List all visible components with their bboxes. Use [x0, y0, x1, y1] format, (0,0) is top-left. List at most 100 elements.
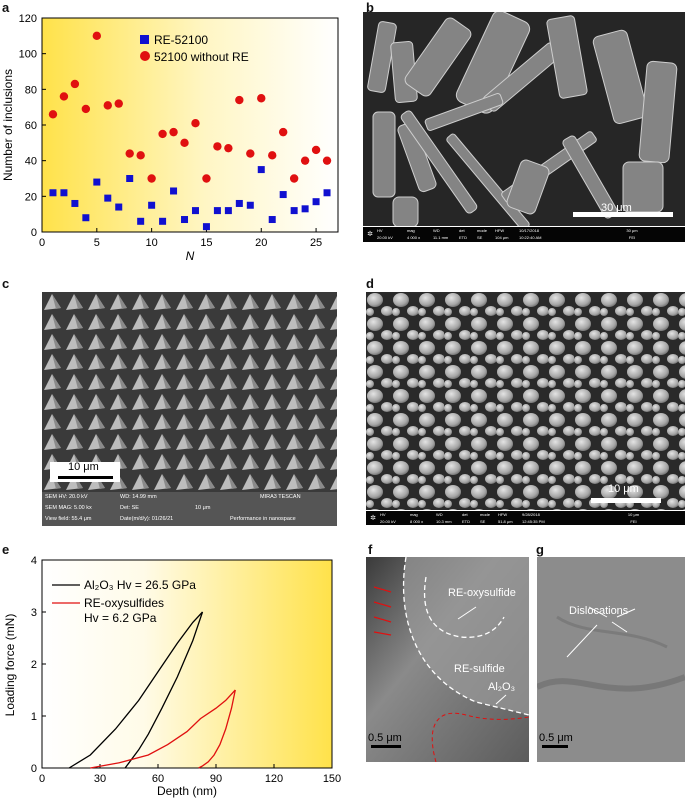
legend-item-without-re: 52100 without RE — [154, 50, 249, 64]
info-header: mag — [407, 228, 415, 233]
panel-label-b: b — [366, 0, 374, 15]
data-point-re52100 — [279, 191, 287, 199]
nanoindentation-chart: 0 30 60 90 120 150 0 1 2 3 4 Al₂O₃ Hv = 26.5 GPa R… — [3, 555, 341, 798]
al2o3-loading-curve — [68, 611, 203, 769]
x-tick-label: 10 — [146, 237, 158, 249]
data-point-without-re — [48, 110, 58, 119]
info-value: 8 000 x — [410, 519, 424, 524]
scale-bar-g — [542, 745, 568, 748]
info-text: Performance in nanospace — [230, 516, 296, 522]
info-text: WD: 14.99 mm — [120, 494, 157, 500]
data-point-without-re — [300, 156, 310, 165]
data-point-without-re — [70, 79, 80, 89]
data-point-re52100 — [159, 217, 167, 225]
scale-bar-d — [591, 498, 661, 503]
sem-image-d: 10 μm ✲ HV 20.00 kV mag 8 000 x WD 10.3 mm … — [366, 292, 685, 525]
data-point-re52100 — [82, 214, 90, 222]
data-point-without-re — [114, 99, 123, 108]
info-text: SEM MAG: 5.00 kx — [45, 505, 92, 511]
tem-image-f: RE-oxysulfide RE-sulfide Al₂O₃ 0.5 μm — [366, 557, 529, 762]
info-value: 4 000 x — [407, 235, 421, 240]
info-value: 12:45:35 PM — [522, 519, 545, 524]
label-al2o3: Al₂O₃ — [488, 681, 516, 693]
data-point-without-re — [158, 129, 167, 139]
scale-bar-f — [371, 745, 401, 748]
info-header: 10/17/2018 — [519, 228, 540, 233]
info-text: View field: 55.4 μm — [45, 516, 92, 522]
scale-bar-label-g: 0.5 μm — [539, 732, 573, 744]
data-point-re52100 — [268, 216, 276, 224]
data-point-re52100 — [202, 223, 210, 231]
data-point-re52100 — [323, 189, 331, 197]
label-re-sulfide: RE-sulfide — [454, 663, 505, 675]
data-point-re52100 — [301, 205, 309, 213]
data-point-re52100 — [137, 217, 145, 225]
data-point-without-re — [311, 145, 321, 155]
data-point-without-re — [136, 151, 145, 160]
info-header: 9/28/2018 — [522, 512, 540, 517]
y-tick-label: 20 — [25, 191, 37, 203]
data-point-without-re — [59, 92, 69, 101]
data-point-without-re — [289, 174, 299, 183]
info-value: SE — [480, 519, 486, 524]
x-tick-label: 15 — [200, 237, 212, 249]
data-point-without-re — [180, 138, 189, 148]
plot-area-e — [42, 560, 332, 768]
re-oxysulfides-loading-curve — [90, 689, 236, 769]
label-dislocations: Dislocations — [569, 605, 629, 617]
tem-image-g: Dislocations 0.5 μm — [537, 557, 685, 762]
info-header: WD — [436, 512, 443, 517]
info-value: FEI — [628, 235, 636, 240]
y-tick-label: 40 — [25, 156, 37, 168]
info-header: WD — [433, 228, 440, 233]
data-point-without-re — [278, 127, 288, 137]
info-value: ETD — [462, 519, 470, 524]
legend-item-al2o3: Al₂O₃ Hv = 26.5 GPa — [84, 578, 196, 592]
data-point-re52100 — [246, 201, 254, 209]
data-point-re52100 — [181, 216, 189, 224]
x-tick-label: 25 — [310, 237, 322, 249]
y-tick-label: 60 — [25, 120, 37, 132]
sem-info-bar-b: ✲ HV 20.00 kV mag 4 000 x WD 11.1 mm det ETD… — [363, 226, 685, 242]
info-value: 20.00 kV — [377, 235, 393, 240]
legend-item-re52100: RE-52100 — [154, 33, 208, 47]
info-text: MIRA3 TESCAN — [260, 494, 301, 500]
info-header: mag — [410, 512, 418, 517]
scale-bar-label-d: 10 μm — [608, 483, 639, 495]
info-value: 10.3 mm — [436, 519, 452, 524]
info-header: HFW — [495, 228, 505, 233]
data-point-re52100 — [170, 187, 178, 195]
x-tick-label: 150 — [323, 773, 341, 785]
data-point-re52100 — [148, 201, 156, 209]
data-point-re52100 — [224, 207, 232, 215]
y-axis-label-e: Loading force (mN) — [3, 614, 17, 717]
data-point-without-re — [92, 31, 102, 41]
info-value: 11.1 mm — [433, 235, 449, 240]
data-point-without-re — [147, 174, 156, 183]
scale-bar-label-c: 10 μm — [68, 461, 99, 473]
y-tick-label: 0 — [31, 763, 37, 775]
panel-label-f: f — [368, 542, 373, 557]
x-tick-label: 120 — [265, 773, 283, 785]
data-point-re52100 — [104, 194, 112, 202]
info-header: mode — [480, 512, 491, 517]
data-point-without-re — [257, 94, 266, 103]
x-tick-label: 0 — [39, 773, 45, 785]
info-header: det — [459, 228, 465, 233]
x-tick-label: 5 — [94, 237, 100, 249]
info-value: 10:22:40 AM — [519, 235, 542, 240]
y-tick-label: 120 — [19, 13, 37, 25]
info-header: HV — [377, 228, 383, 233]
info-scale: 10 μm — [627, 512, 640, 517]
al2o3-unloading-curve — [124, 611, 204, 769]
legend-item-re-oxysulfides-hv: Hv = 6.2 GPa — [84, 611, 157, 625]
info-value: 51.8 μm — [498, 519, 513, 524]
data-point-without-re — [169, 127, 178, 137]
sem-image-c: 10 μm SEM HV: 20.0 kV WD: 14.99 mm MIRA3 T… — [42, 292, 337, 526]
info-value: ETD — [459, 235, 467, 240]
x-axis-label-a: N — [186, 249, 195, 263]
data-point-without-re — [268, 151, 277, 160]
data-point-without-re — [125, 149, 134, 158]
sem-logo-icon-b: ✲ — [367, 231, 373, 238]
marks-e — [68, 611, 236, 769]
